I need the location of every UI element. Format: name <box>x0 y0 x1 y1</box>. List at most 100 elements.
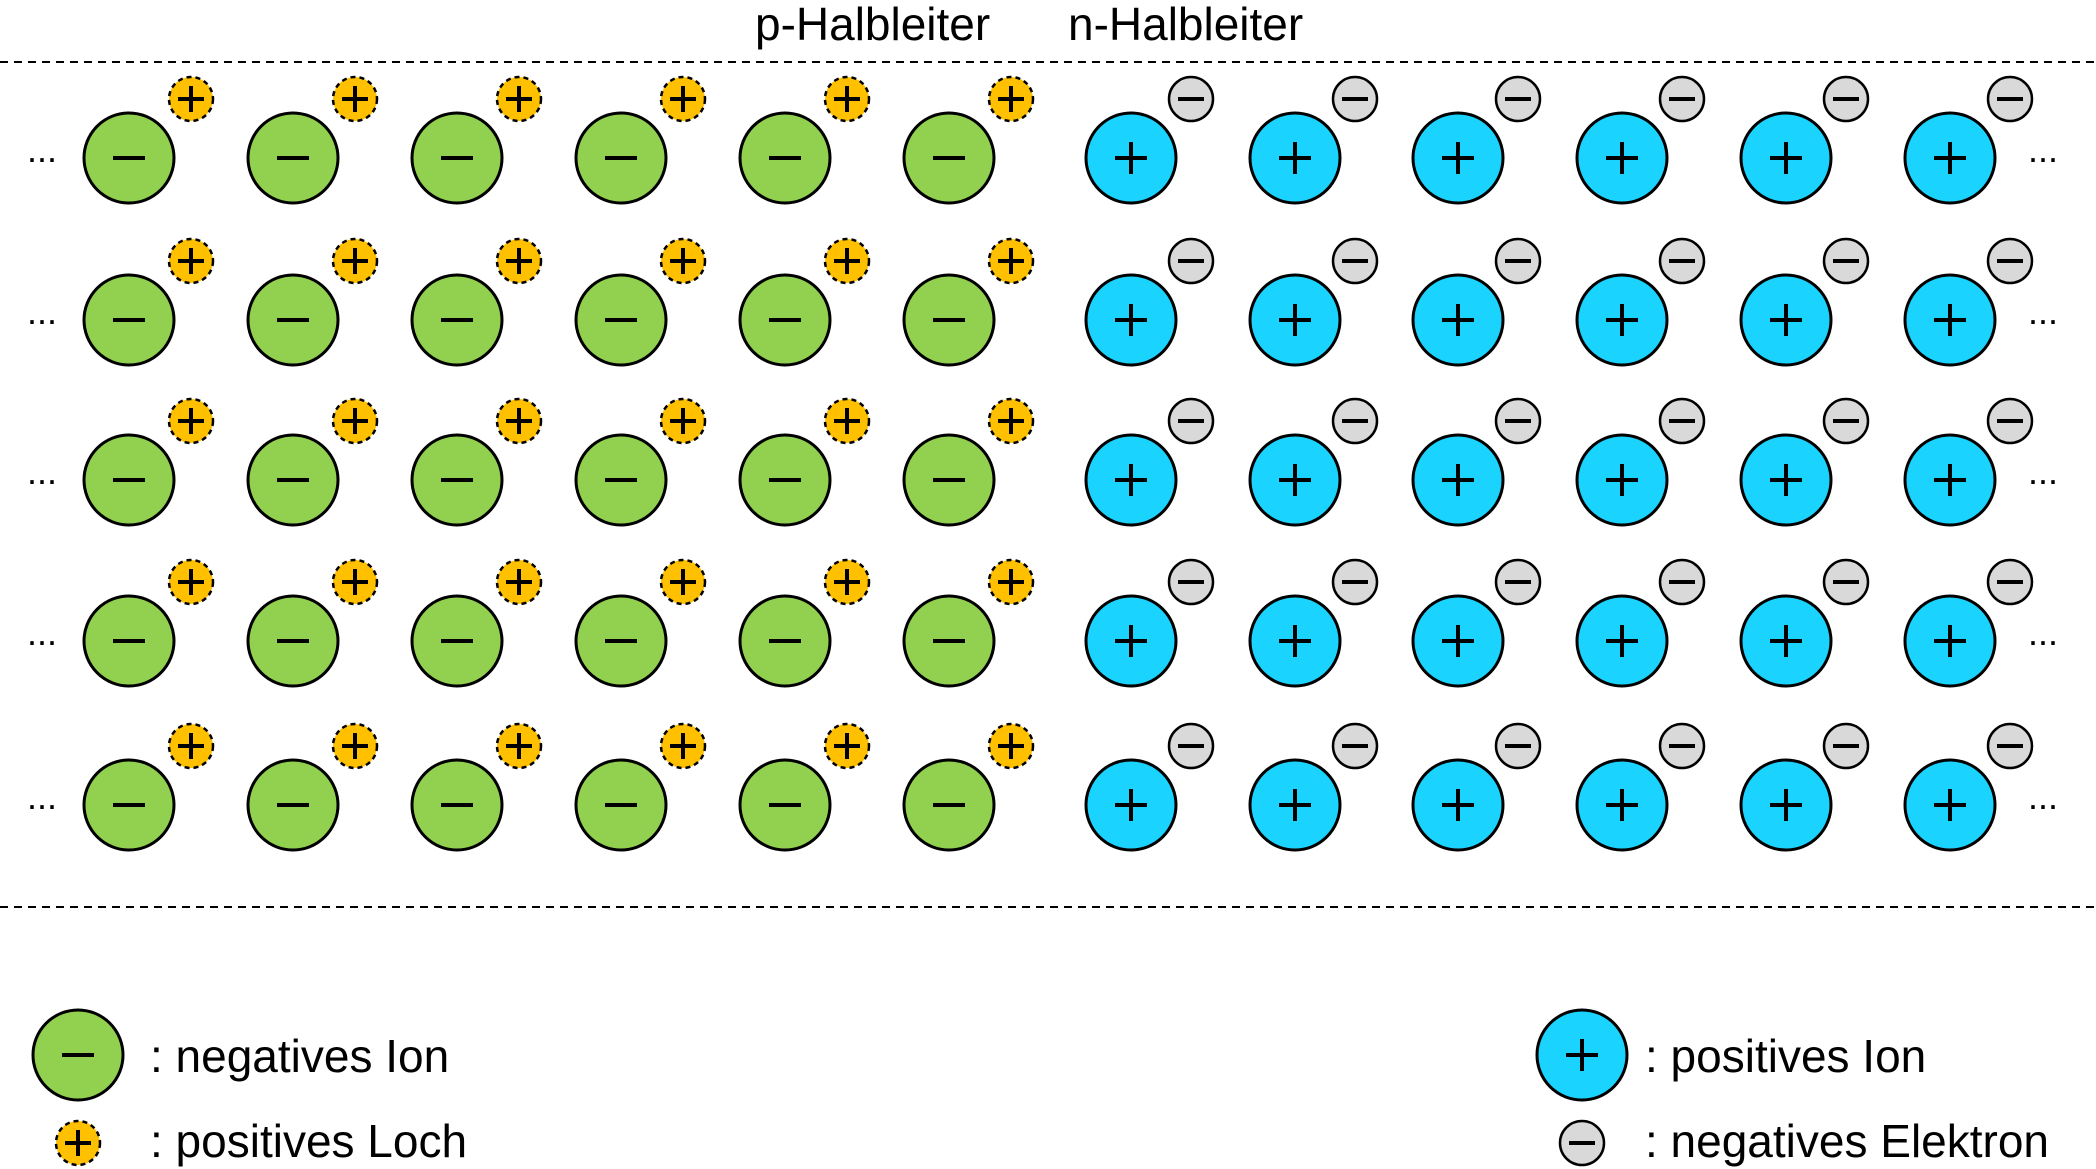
positive-ion <box>1248 111 1342 205</box>
positive-hole <box>659 558 707 606</box>
negative-ion <box>246 758 340 852</box>
continuation-ellipsis: ... <box>27 291 57 332</box>
positive-ion <box>1248 433 1342 527</box>
positive-hole <box>331 722 379 770</box>
negative-electron <box>1822 558 1870 606</box>
negative-ion <box>82 433 176 527</box>
positive-ion <box>1411 758 1505 852</box>
positive-ion <box>1575 594 1669 688</box>
negative-electron <box>1822 237 1870 285</box>
continuation-ellipsis: ... <box>2028 451 2058 492</box>
negative-electron <box>1986 397 2034 445</box>
positive-hole <box>495 397 543 445</box>
negative-ion <box>82 594 176 688</box>
positive-ion <box>1248 758 1342 852</box>
positive-ion <box>1084 273 1178 367</box>
positive-ion <box>1084 758 1178 852</box>
negative-ion <box>246 433 340 527</box>
negative-electron <box>1331 397 1379 445</box>
negative-ion <box>410 433 504 527</box>
positive-ion <box>1084 111 1178 205</box>
negative-electron <box>1167 397 1215 445</box>
positive-ion <box>1084 594 1178 688</box>
positive-ion <box>1739 111 1833 205</box>
negative-electron <box>1822 397 1870 445</box>
negative-ion <box>82 758 176 852</box>
negative-electron <box>1986 558 2034 606</box>
positive-hole <box>167 75 215 123</box>
positive-hole <box>987 397 1035 445</box>
positive-hole <box>495 558 543 606</box>
positive-hole <box>659 722 707 770</box>
negative-ion <box>902 594 996 688</box>
negative-ion <box>738 273 832 367</box>
positive-hole <box>823 75 871 123</box>
p-semiconductor-title: p-Halbleiter <box>755 0 991 50</box>
positive-hole <box>823 558 871 606</box>
continuation-ellipsis: ... <box>2028 612 2058 653</box>
negative-ion <box>410 758 504 852</box>
positive-hole <box>823 397 871 445</box>
negative-ion <box>31 1008 125 1102</box>
negative-electron <box>1822 75 1870 123</box>
negative-ion <box>902 758 996 852</box>
positive-ion <box>1739 433 1833 527</box>
positive-hole <box>167 237 215 285</box>
positive-ion <box>1903 433 1997 527</box>
positive-ion <box>1535 1008 1629 1102</box>
positive-ion <box>1739 594 1833 688</box>
negative-ion <box>902 433 996 527</box>
lattice-row: ...... <box>27 558 2058 688</box>
positive-hole <box>167 397 215 445</box>
negative-electron <box>1331 75 1379 123</box>
legend-negative-ion-label: : negatives Ion <box>150 1030 450 1082</box>
negative-electron <box>1331 558 1379 606</box>
positive-ion <box>1248 594 1342 688</box>
negative-ion <box>410 594 504 688</box>
negative-electron <box>1167 237 1215 285</box>
negative-electron <box>1986 722 2034 770</box>
positive-hole <box>495 722 543 770</box>
negative-electron <box>1658 558 1706 606</box>
positive-ion <box>1903 111 1997 205</box>
lattice-row: ...... <box>27 397 2058 527</box>
positive-ion <box>1248 273 1342 367</box>
positive-ion <box>1575 273 1669 367</box>
negative-electron <box>1494 558 1542 606</box>
negative-ion <box>246 111 340 205</box>
positive-hole <box>331 75 379 123</box>
negative-electron <box>1822 722 1870 770</box>
lattice-row: ...... <box>27 75 2058 205</box>
negative-electron <box>1167 558 1215 606</box>
negative-ion <box>82 111 176 205</box>
negative-electron <box>1986 237 2034 285</box>
negative-ion <box>574 273 668 367</box>
negative-electron <box>1167 722 1215 770</box>
negative-ion <box>738 594 832 688</box>
negative-ion <box>738 111 832 205</box>
negative-ion <box>902 273 996 367</box>
continuation-ellipsis: ... <box>27 776 57 817</box>
positive-hole <box>331 558 379 606</box>
negative-ion <box>410 273 504 367</box>
positive-hole <box>167 722 215 770</box>
positive-hole <box>54 1119 102 1167</box>
negative-ion <box>738 758 832 852</box>
positive-hole <box>987 558 1035 606</box>
continuation-ellipsis: ... <box>2028 776 2058 817</box>
positive-ion <box>1903 273 1997 367</box>
negative-ion <box>82 273 176 367</box>
positive-hole <box>331 397 379 445</box>
negative-electron <box>1658 237 1706 285</box>
n-semiconductor-title: n-Halbleiter <box>1068 0 1304 50</box>
positive-hole <box>659 75 707 123</box>
negative-electron <box>1658 75 1706 123</box>
negative-ion <box>410 111 504 205</box>
positive-hole <box>987 722 1035 770</box>
negative-ion <box>574 594 668 688</box>
positive-hole <box>495 75 543 123</box>
legend-negative-electron-label: : negatives Elektron <box>1645 1115 2050 1167</box>
positive-ion <box>1575 111 1669 205</box>
positive-hole <box>823 237 871 285</box>
negative-ion <box>574 758 668 852</box>
